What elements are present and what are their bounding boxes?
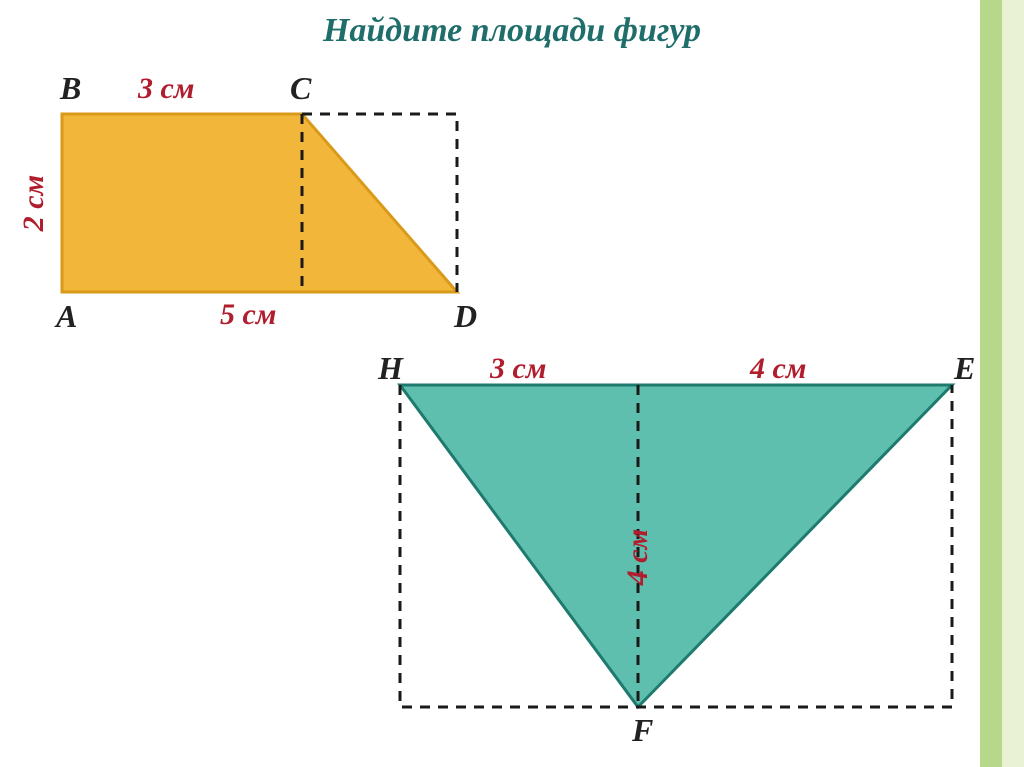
vertex-B: B <box>60 70 81 107</box>
trap-bottom-measure: 5 см <box>220 298 276 332</box>
vertex-A: A <box>56 298 77 335</box>
vertex-C: C <box>290 70 311 107</box>
tri-height-measure: 4 см <box>621 529 655 585</box>
trap-top-measure: 3 см <box>138 72 194 106</box>
tri-left-measure: 3 см <box>490 352 546 386</box>
tri-right-measure: 4 см <box>750 352 806 386</box>
vertex-H: H <box>378 350 403 387</box>
trap-left-measure: 2 см <box>17 175 51 231</box>
vertex-F: F <box>632 712 653 749</box>
vertex-D: D <box>454 298 477 335</box>
vertex-E: E <box>954 350 975 387</box>
